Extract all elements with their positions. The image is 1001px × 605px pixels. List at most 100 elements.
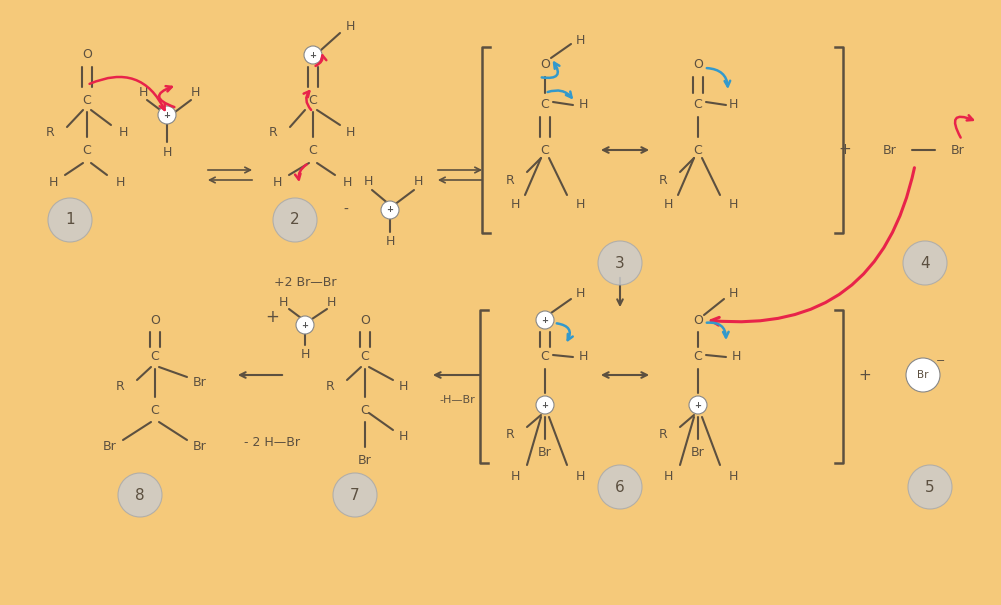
Circle shape	[273, 198, 317, 242]
Text: R: R	[116, 381, 124, 393]
Text: O: O	[308, 48, 318, 62]
Text: H: H	[138, 85, 148, 99]
Text: 5: 5	[925, 480, 935, 494]
Text: 8: 8	[135, 488, 145, 503]
FancyArrowPatch shape	[707, 322, 729, 338]
Circle shape	[598, 241, 642, 285]
Text: H: H	[732, 350, 741, 364]
Circle shape	[118, 473, 162, 517]
Text: +: +	[542, 401, 549, 410]
Text: +: +	[695, 401, 702, 410]
Text: H: H	[398, 381, 407, 393]
Text: 6: 6	[616, 480, 625, 494]
Circle shape	[536, 396, 554, 414]
Text: O: O	[541, 59, 550, 71]
Text: H: H	[363, 175, 372, 189]
Text: 7: 7	[350, 488, 359, 503]
Text: +: +	[859, 367, 872, 382]
Text: C: C	[694, 350, 703, 364]
Text: -: -	[343, 203, 348, 217]
Text: +: +	[839, 143, 852, 157]
Text: +: +	[163, 111, 170, 120]
Text: O: O	[385, 203, 395, 217]
Text: H: H	[326, 296, 335, 310]
Text: H: H	[729, 471, 738, 483]
Text: O: O	[541, 313, 550, 327]
Text: R: R	[46, 126, 54, 140]
Text: H: H	[576, 33, 585, 47]
Circle shape	[536, 311, 554, 329]
Text: R: R	[659, 428, 668, 442]
Text: C: C	[694, 99, 703, 111]
Text: O: O	[150, 313, 160, 327]
FancyArrowPatch shape	[295, 165, 306, 180]
Text: H: H	[511, 198, 520, 212]
FancyArrowPatch shape	[955, 116, 973, 137]
Text: H: H	[729, 198, 738, 212]
Text: Br: Br	[951, 143, 965, 157]
Text: 4: 4	[920, 255, 930, 270]
Text: C: C	[694, 143, 703, 157]
Circle shape	[598, 465, 642, 509]
Text: H: H	[272, 177, 281, 189]
Text: H: H	[345, 21, 354, 33]
Circle shape	[903, 241, 947, 285]
FancyArrowPatch shape	[542, 63, 560, 78]
Text: Br: Br	[883, 143, 897, 157]
Text: C: C	[150, 404, 159, 416]
Text: 2: 2	[290, 212, 300, 227]
Text: C: C	[308, 143, 317, 157]
Text: H: H	[576, 471, 585, 483]
Text: H: H	[190, 85, 199, 99]
Text: +: +	[265, 308, 279, 326]
FancyArrowPatch shape	[707, 68, 730, 87]
Circle shape	[906, 358, 940, 392]
Text: H: H	[300, 348, 309, 362]
Circle shape	[689, 396, 707, 414]
Text: 1: 1	[65, 212, 75, 227]
Text: −: −	[936, 356, 946, 366]
Circle shape	[296, 316, 314, 334]
Text: Br: Br	[358, 454, 372, 466]
FancyArrowPatch shape	[159, 86, 174, 107]
Text: H: H	[579, 350, 588, 364]
Text: Br: Br	[691, 446, 705, 460]
Text: O: O	[82, 48, 92, 62]
Text: H: H	[579, 99, 588, 111]
Text: C: C	[541, 99, 550, 111]
Text: C: C	[694, 399, 703, 411]
Text: +: +	[309, 50, 316, 59]
Text: R: R	[325, 381, 334, 393]
Text: C: C	[83, 94, 91, 106]
Circle shape	[908, 465, 952, 509]
Text: C: C	[541, 143, 550, 157]
Text: H: H	[729, 287, 738, 299]
FancyArrowPatch shape	[89, 77, 165, 110]
FancyArrowPatch shape	[711, 168, 915, 325]
Text: O: O	[693, 59, 703, 71]
Text: C: C	[541, 350, 550, 364]
Text: H: H	[664, 471, 673, 483]
Text: H: H	[118, 126, 128, 140]
FancyArrowPatch shape	[548, 91, 572, 97]
Text: C: C	[541, 399, 550, 411]
Text: O: O	[300, 318, 310, 332]
Text: H: H	[345, 126, 354, 140]
Text: R: R	[506, 428, 515, 442]
Text: H: H	[511, 471, 520, 483]
Circle shape	[381, 201, 399, 219]
Text: H: H	[385, 235, 394, 249]
Text: O: O	[693, 313, 703, 327]
Text: +: +	[542, 315, 549, 324]
Text: R: R	[659, 174, 668, 186]
FancyArrowPatch shape	[303, 91, 311, 110]
Text: +: +	[301, 321, 308, 330]
Text: O: O	[162, 114, 172, 126]
Text: +2 Br—Br: +2 Br—Br	[273, 276, 336, 290]
FancyArrowPatch shape	[315, 56, 326, 66]
Text: C: C	[308, 94, 317, 106]
Text: H: H	[576, 287, 585, 299]
Text: 3: 3	[616, 255, 625, 270]
Text: R: R	[506, 174, 515, 186]
Circle shape	[304, 46, 322, 64]
